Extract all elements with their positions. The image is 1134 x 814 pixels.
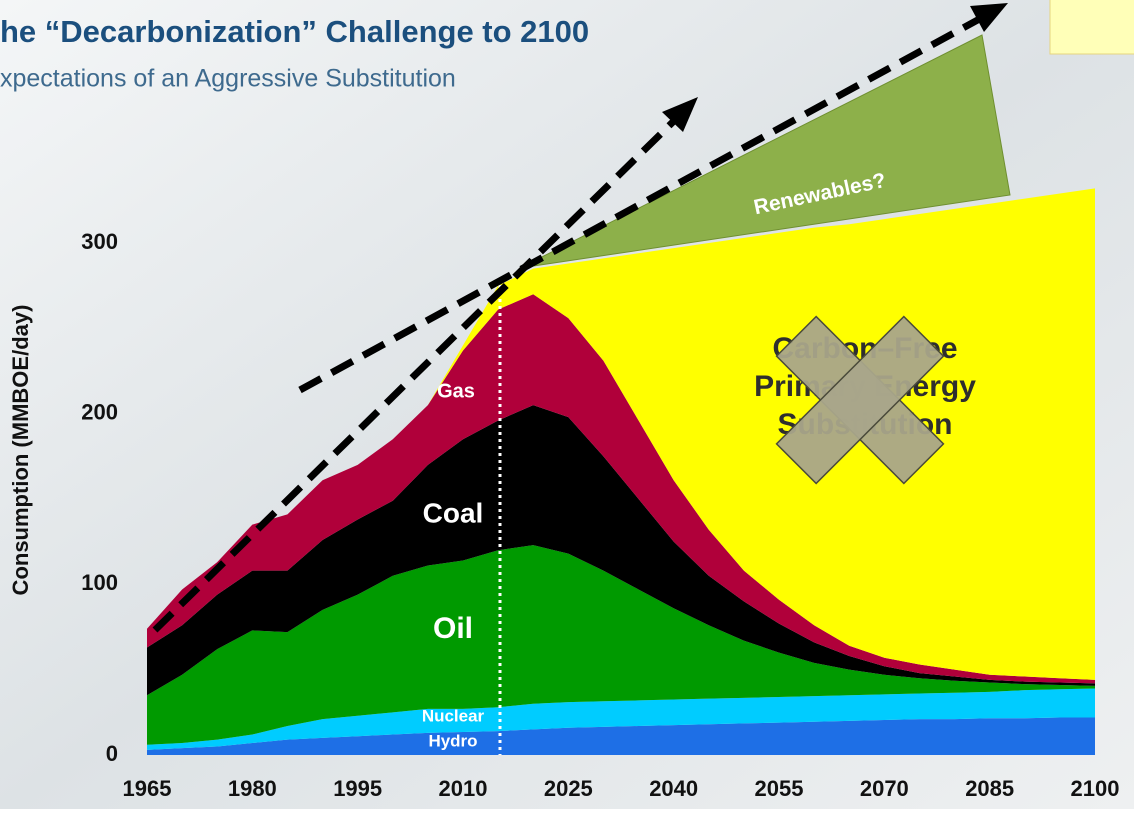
area	[147, 294, 1095, 684]
x-tick-label: 2040	[649, 776, 698, 801]
renewables-wedge	[519, 34, 1011, 269]
areas	[147, 188, 1095, 755]
note-box	[1049, 0, 1134, 55]
cross	[775, 315, 945, 485]
y-tick-label: 100	[81, 570, 118, 595]
x-tick-label: 2010	[439, 776, 488, 801]
x-tick-label: 2070	[860, 776, 909, 801]
series-label: Hydro	[428, 731, 477, 750]
area	[147, 545, 1095, 745]
y-tick-label: 0	[106, 741, 118, 766]
cross-bar	[775, 315, 945, 485]
series-label: Nuclear	[422, 706, 485, 725]
x-tick-label: 2025	[544, 776, 593, 801]
series-label: Oil	[433, 612, 473, 645]
x-tick-label: 1995	[333, 776, 382, 801]
area	[147, 188, 1095, 680]
series-label: Gas	[437, 380, 475, 402]
y-tick-label: 200	[81, 399, 118, 424]
series-label: Coal	[423, 497, 484, 528]
x-tick-label: 2085	[965, 776, 1014, 801]
arrow-2	[298, 3, 1008, 394]
x-tick-label: 2100	[1071, 776, 1120, 801]
y-tick-label: 300	[81, 229, 118, 254]
arrow-1	[152, 97, 698, 633]
subtitle: xpectations of an Aggressive Substitutio…	[0, 65, 456, 93]
y-axis-label: Consumption (MMBOE/day)	[8, 305, 33, 596]
x-tick-label: 1980	[228, 776, 277, 801]
x-tick-label: 2055	[755, 776, 804, 801]
area	[147, 688, 1095, 750]
area	[147, 405, 1095, 696]
area	[147, 717, 1095, 755]
title: he “Decarbonization” Challenge to 2100	[0, 14, 589, 49]
x-tick-label: 1965	[123, 776, 172, 801]
